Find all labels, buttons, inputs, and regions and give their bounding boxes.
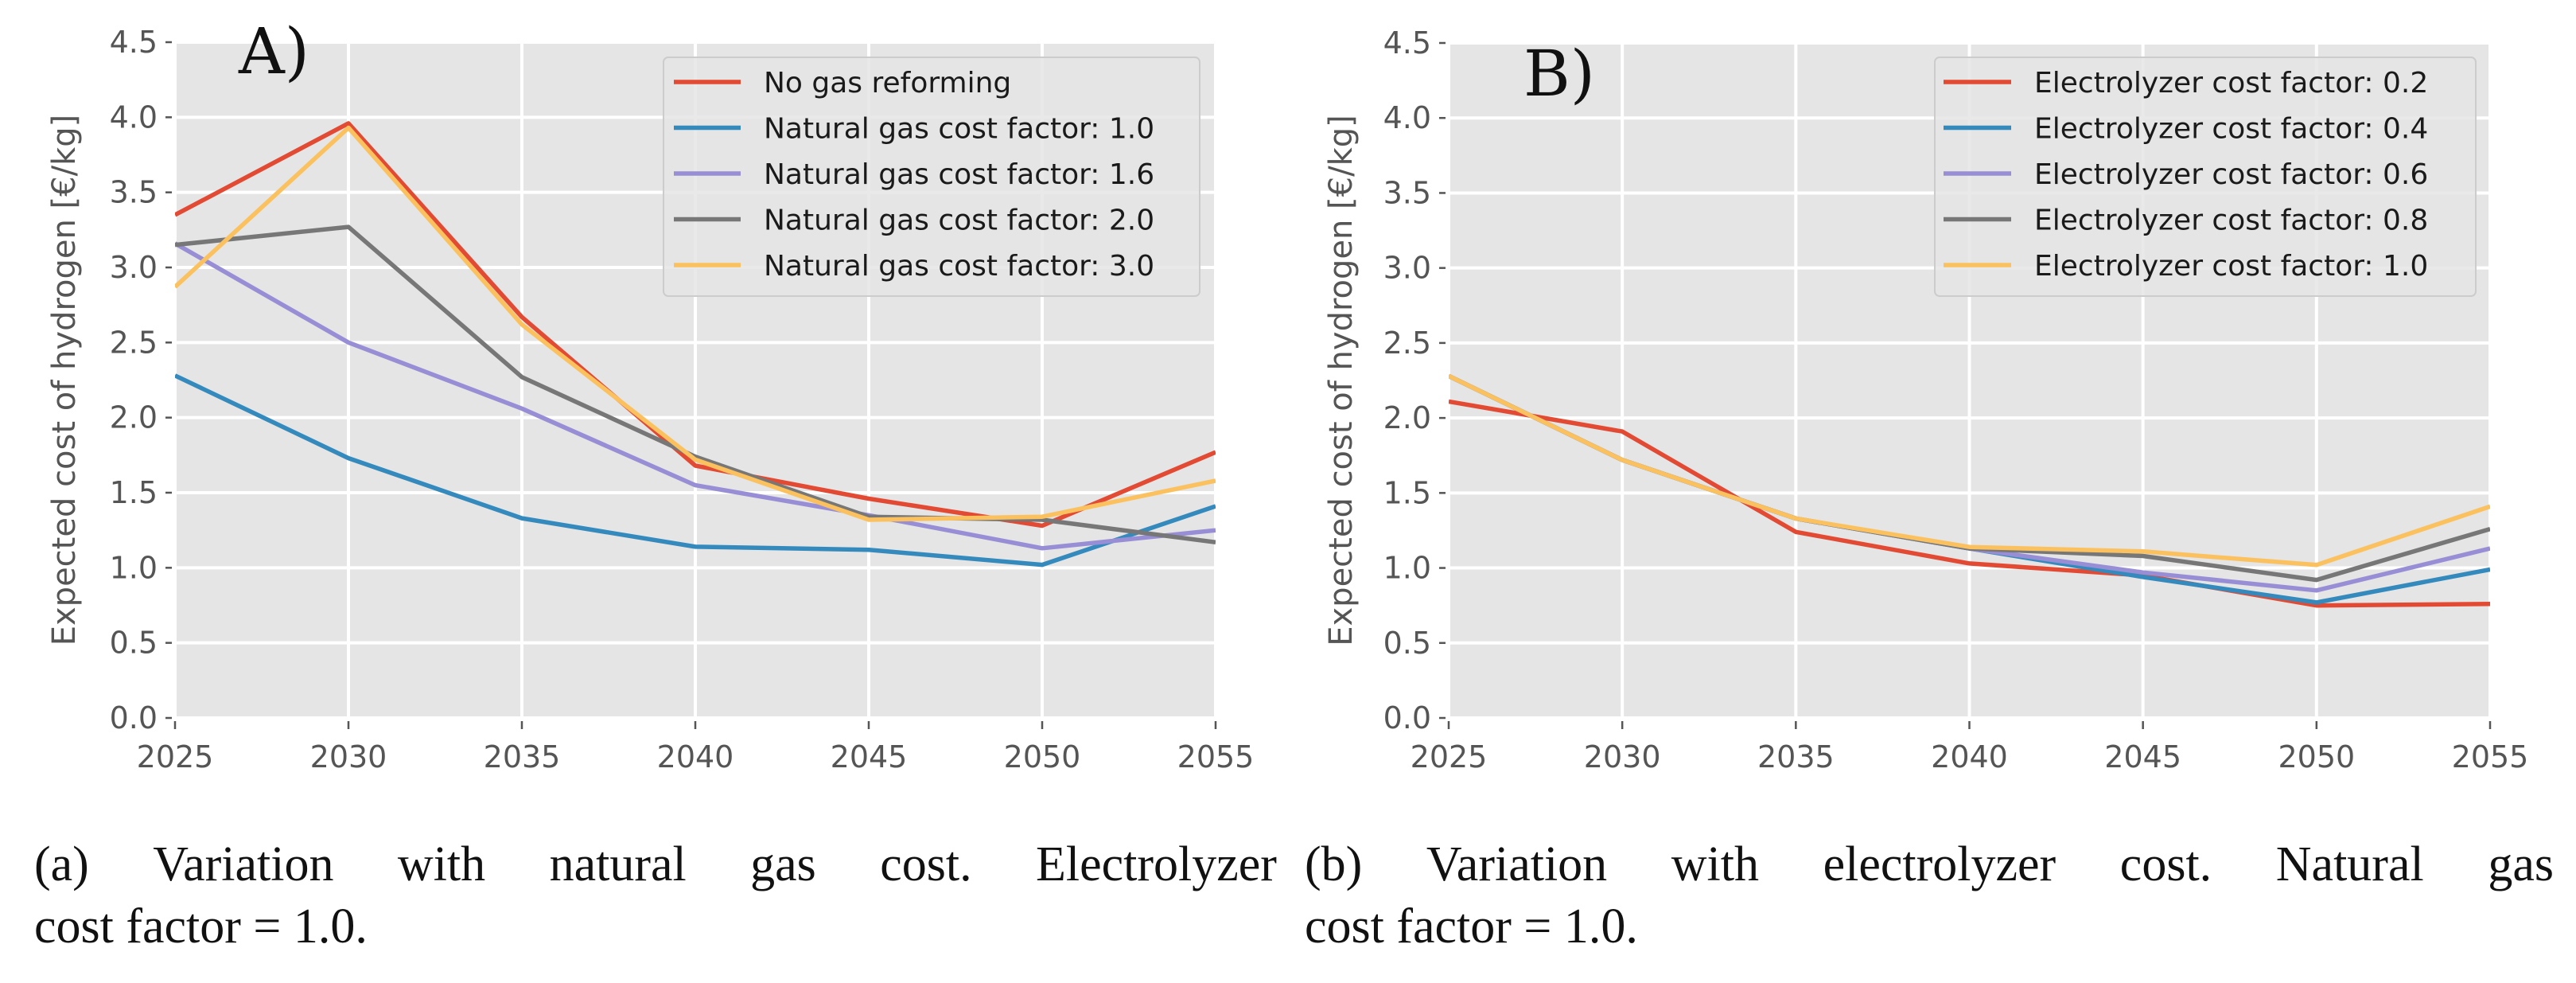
x-tick-label: 2045 [2104, 739, 2181, 774]
y-tick-label: 3.0 [1383, 251, 1431, 286]
caption-word: gas [750, 837, 816, 891]
y-tick-label: 4.5 [110, 25, 158, 60]
caption-word: with [397, 837, 486, 891]
y-tick-label: 1.0 [1383, 551, 1431, 586]
legend-item: Electrolyzer cost factor: 0.4 [1944, 113, 2428, 146]
y-tick-label: 0.5 [110, 626, 158, 661]
y-tick-label: 2.0 [1383, 400, 1431, 435]
series-line-0 [175, 121, 1216, 529]
legend-label: Natural gas cost factor: 1.6 [764, 158, 1154, 191]
legend-item: Natural gas cost factor: 1.0 [674, 113, 1154, 146]
caption-word: with [1671, 837, 1760, 891]
caption-word: Electrolyzer [1036, 837, 1277, 891]
x-tick-label: 2040 [1931, 739, 2008, 774]
y-tick-label: 2.0 [110, 400, 158, 435]
panel-label: B) [1523, 37, 1595, 111]
series-line-3 [175, 224, 1216, 545]
x-tick-label: 2035 [1757, 739, 1835, 774]
y-axis: 0.0 0.5 1.0 1.5 2.0 2.5 3.0 3.5 4.0 4.5 [1383, 25, 1446, 735]
caption-word: gas [2488, 837, 2554, 891]
legend-item: Natural gas cost factor: 2.0 [674, 205, 1154, 237]
y-tick-label: 4.0 [1383, 100, 1431, 135]
x-tick-label: 2050 [1004, 739, 1081, 774]
legend-item: No gas reforming [674, 67, 1011, 99]
caption-a: (a) Variation with natural gas cost. Ele… [34, 833, 1277, 958]
legend-item: Electrolyzer cost factor: 0.2 [1944, 67, 2428, 99]
y-axis-label: Expected cost of hydrogen [€/kg] [46, 115, 83, 646]
y-tick-label: 0.0 [110, 700, 158, 735]
caption-word: Variation [153, 837, 334, 891]
x-tick-label: 2055 [2452, 739, 2529, 774]
caption-b-line-1: (b) Variation with electrolyzer cost. Na… [1305, 833, 2554, 895]
caption-word: natural [549, 837, 687, 891]
legend-label: Natural gas cost factor: 1.0 [764, 113, 1154, 146]
legend-item: Electrolyzer cost factor: 0.6 [1944, 158, 2428, 191]
panel-label: A) [238, 14, 309, 88]
x-tick-label: 2030 [310, 739, 387, 774]
caption-word: (b) [1305, 837, 1363, 891]
legend-label: Electrolyzer cost factor: 0.2 [2034, 67, 2428, 99]
caption-word: Variation [1426, 837, 1608, 891]
y-tick-label: 4.0 [110, 99, 158, 135]
y-tick-label: 2.5 [1383, 326, 1431, 361]
legend-item: Electrolyzer cost factor: 0.8 [1944, 205, 2428, 237]
y-tick-label: 3.0 [110, 250, 158, 285]
x-tick-label: 2025 [137, 739, 214, 774]
caption-b: (b) Variation with electrolyzer cost. Na… [1305, 833, 2554, 958]
legend-item: Natural gas cost factor: 3.0 [674, 250, 1154, 283]
y-tick-label: 1.5 [1383, 475, 1431, 510]
legend: Electrolyzer cost factor: 0.2 Electrolyze… [1934, 57, 2477, 297]
caption-word: electrolyzer [1823, 837, 2057, 891]
series-lines [1449, 373, 2490, 608]
legend: No gas reforming Natural gas cost factor:… [663, 57, 1200, 297]
x-tick-label: 2055 [1177, 739, 1255, 774]
series-line-4 [175, 125, 1216, 522]
legend-label: Electrolyzer cost factor: 0.8 [2034, 205, 2428, 237]
x-tick-label: 2050 [2278, 739, 2355, 774]
legend-item: Natural gas cost factor: 1.6 [674, 158, 1154, 191]
caption-word: cost. [880, 837, 972, 891]
legend-label: Electrolyzer cost factor: 1.0 [2034, 250, 2428, 283]
series-line-2 [175, 241, 1216, 551]
gridlines [173, 41, 1217, 720]
legend-label: Electrolyzer cost factor: 0.6 [2034, 158, 2428, 191]
y-tick-label: 3.5 [110, 175, 158, 210]
y-tick-label: 1.5 [110, 475, 158, 510]
legend-label: No gas reforming [764, 67, 1011, 99]
y-tick-label: 0.5 [1383, 626, 1431, 661]
series-line-1 [175, 373, 1216, 568]
caption-a-line-1: (a) Variation with natural gas cost. Ele… [34, 833, 1277, 895]
x-axis: 2025 2030 2035 2040 2045 2050 2055 [137, 721, 1255, 774]
y-axis: 0.0 0.5 1.0 1.5 2.0 2.5 3.0 3.5 4.0 4.5 [110, 25, 172, 735]
caption-b-line-2: cost factor = 1.0. [1305, 899, 1638, 954]
legend-item: Electrolyzer cost factor: 1.0 [1944, 250, 2428, 283]
series-line-0 [1449, 399, 2490, 608]
legend-box [1934, 57, 2477, 297]
caption-word: cost. [2119, 837, 2212, 891]
y-tick-label: 1.0 [110, 550, 158, 585]
y-tick-label: 0.0 [1383, 700, 1431, 735]
legend-label: Electrolyzer cost factor: 0.4 [2034, 113, 2428, 146]
x-axis: 2025 2030 2035 2040 2045 2050 2055 [1411, 721, 2529, 774]
legend-label: Natural gas cost factor: 2.0 [764, 205, 1154, 237]
legend-label: Natural gas cost factor: 3.0 [764, 250, 1154, 283]
caption-word: (a) [34, 837, 89, 891]
legend-box [663, 57, 1200, 297]
x-tick-label: 2035 [484, 739, 561, 774]
y-tick-label: 3.5 [1383, 175, 1431, 210]
x-tick-label: 2040 [657, 739, 734, 774]
series-line-4 [1449, 373, 2490, 568]
series-lines [175, 121, 1216, 568]
y-tick-label: 2.5 [110, 325, 158, 360]
y-axis-label: Expected cost of hydrogen [€/kg] [1323, 115, 1360, 646]
x-tick-label: 2045 [831, 739, 908, 774]
y-tick-label: 4.5 [1383, 25, 1431, 60]
caption-a-line-2: cost factor = 1.0. [34, 899, 368, 954]
caption-word: Natural [2275, 837, 2424, 891]
x-tick-label: 2025 [1411, 739, 1488, 774]
x-tick-label: 2030 [1584, 739, 1661, 774]
